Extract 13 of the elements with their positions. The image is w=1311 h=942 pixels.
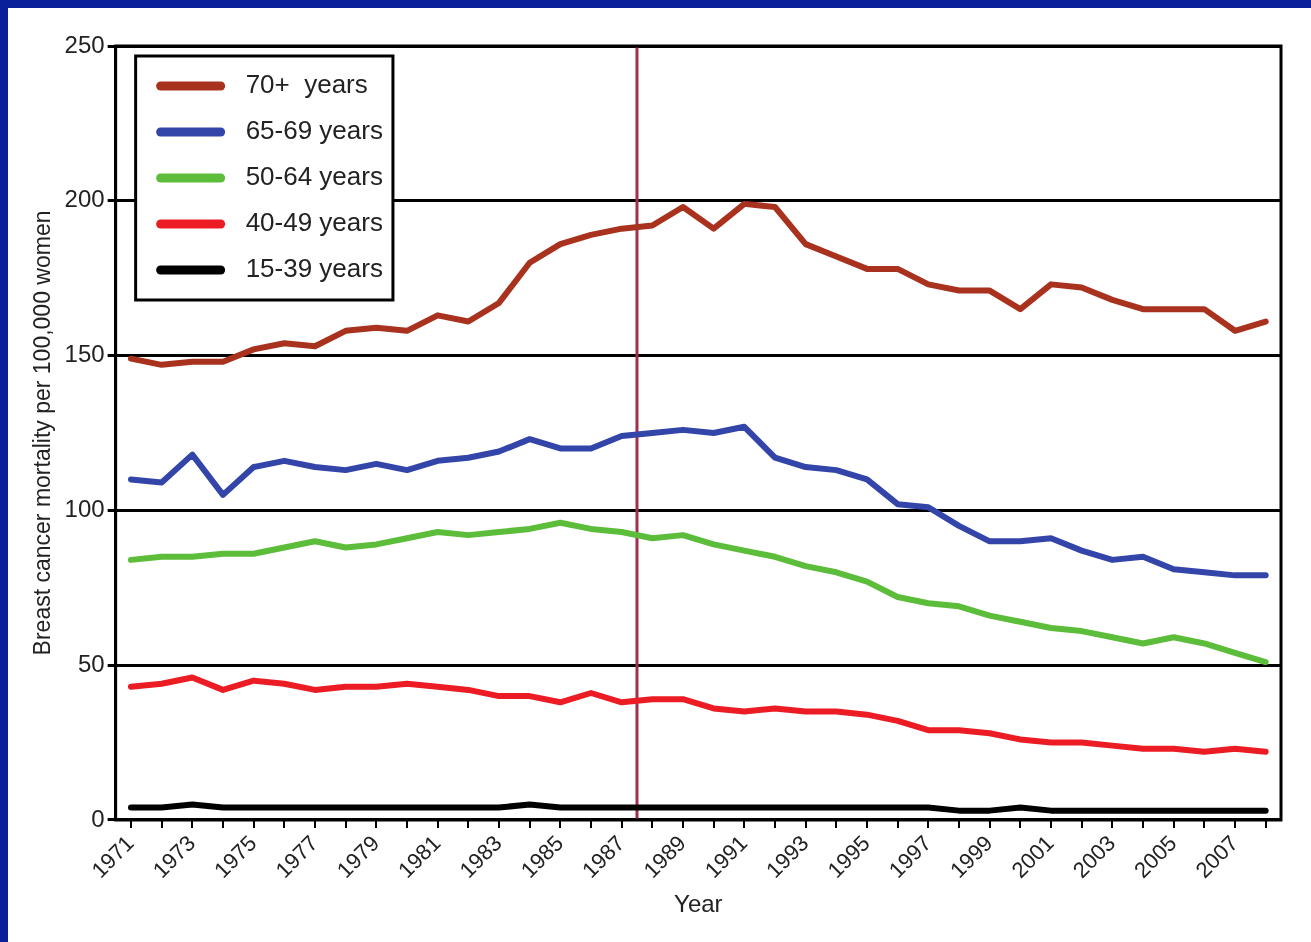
legend-label: 40-49 years: [245, 207, 383, 238]
legend-label: 70+ years: [245, 69, 368, 100]
legend-label: 65-69 years: [245, 115, 383, 146]
y-tick-label: 150: [64, 340, 105, 368]
y-tick-label: 250: [64, 30, 105, 58]
x-axis-title: Year: [674, 890, 723, 918]
y-tick-label: 100: [64, 494, 105, 522]
y-tick-label: 200: [64, 185, 105, 213]
y-axis-title: Breast cancer mortality per 100,000 women: [29, 210, 56, 656]
legend-label: 50-64 years: [245, 161, 383, 192]
legend-label: 15-39 years: [245, 253, 383, 284]
y-tick-label: 0: [91, 804, 105, 832]
y-tick-label: 50: [77, 649, 105, 677]
